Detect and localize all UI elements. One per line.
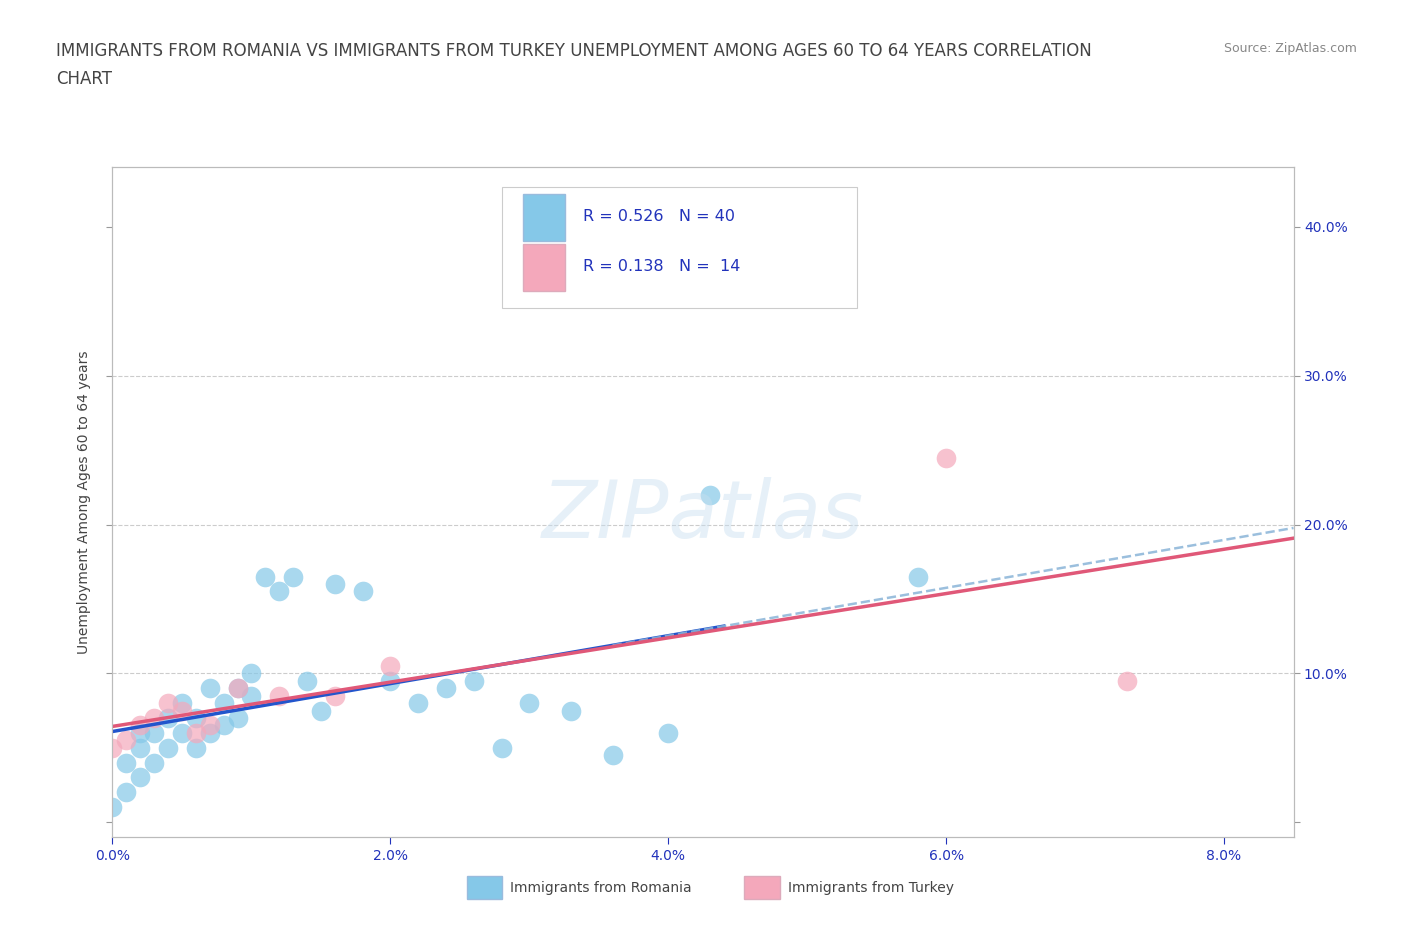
Point [198, 681, 221, 696]
Bar [523, 245, 565, 291]
Point [323, 577, 346, 591]
Point [157, 696, 180, 711]
Point [212, 718, 235, 733]
Point [101, 740, 124, 755]
Point [198, 725, 221, 740]
Point [101, 800, 124, 815]
Text: IMMIGRANTS FROM ROMANIA VS IMMIGRANTS FROM TURKEY UNEMPLOYMENT AMONG AGES 60 TO : IMMIGRANTS FROM ROMANIA VS IMMIGRANTS FR… [56, 42, 1092, 60]
Point [157, 740, 180, 755]
Point [129, 718, 152, 733]
Point [907, 569, 929, 584]
Point [935, 450, 957, 465]
Text: R = 0.138   N =  14: R = 0.138 N = 14 [582, 259, 740, 274]
Point [226, 681, 249, 696]
Point [269, 584, 291, 599]
Point [129, 740, 152, 755]
Point [115, 755, 138, 770]
Point [212, 696, 235, 711]
Point [170, 725, 193, 740]
Point [254, 569, 277, 584]
Text: CHART: CHART [56, 70, 112, 87]
Point [198, 718, 221, 733]
Point [143, 755, 166, 770]
Point [657, 725, 679, 740]
Point [309, 703, 332, 718]
Point [491, 740, 513, 755]
Y-axis label: Unemployment Among Ages 60 to 64 years: Unemployment Among Ages 60 to 64 years [77, 351, 91, 654]
Point [240, 688, 263, 703]
Point [226, 681, 249, 696]
Point [434, 681, 457, 696]
Point [1115, 673, 1137, 688]
Text: Immigrants from Turkey: Immigrants from Turkey [787, 881, 955, 895]
Bar [744, 876, 780, 899]
Point [226, 711, 249, 725]
Bar [467, 876, 502, 899]
Point [115, 785, 138, 800]
Text: Source: ZipAtlas.com: Source: ZipAtlas.com [1223, 42, 1357, 55]
Point [129, 725, 152, 740]
Point [323, 688, 346, 703]
Point [463, 673, 485, 688]
Point [406, 696, 429, 711]
Text: ZIPatlas: ZIPatlas [541, 476, 865, 554]
Point [380, 673, 402, 688]
FancyBboxPatch shape [502, 188, 856, 308]
Point [699, 487, 721, 502]
Text: R = 0.526   N = 40: R = 0.526 N = 40 [582, 208, 734, 224]
Point [281, 569, 304, 584]
Point [295, 673, 318, 688]
Point [143, 725, 166, 740]
Point [184, 740, 207, 755]
Point [143, 711, 166, 725]
Point [129, 770, 152, 785]
Point [184, 711, 207, 725]
Point [170, 696, 193, 711]
Point [170, 703, 193, 718]
Point [115, 733, 138, 748]
Point [352, 584, 374, 599]
Bar [523, 194, 565, 241]
Point [602, 748, 624, 763]
Point [560, 703, 582, 718]
Point [157, 711, 180, 725]
Text: Immigrants from Romania: Immigrants from Romania [510, 881, 692, 895]
Point [269, 688, 291, 703]
Point [380, 658, 402, 673]
Point [517, 696, 540, 711]
Point [184, 725, 207, 740]
Point [240, 666, 263, 681]
